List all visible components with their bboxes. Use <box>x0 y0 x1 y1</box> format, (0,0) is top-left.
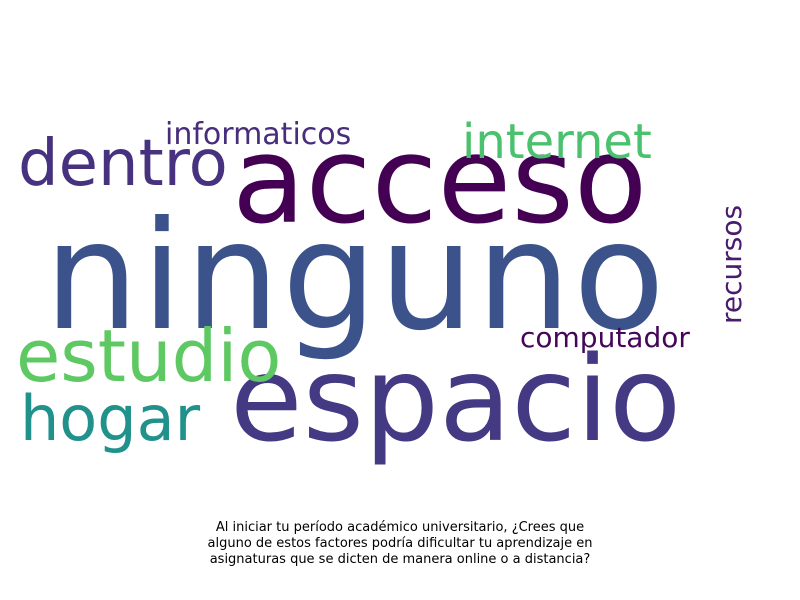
word-internet: internet <box>462 114 652 170</box>
word-espacio: espacio <box>230 330 682 468</box>
caption-line: Al iniciar tu período académico universi… <box>215 520 585 535</box>
word-dentro: dentro <box>18 127 228 201</box>
word-acceso: acceso <box>232 112 648 251</box>
word-estudio: estudio <box>16 314 282 398</box>
word-ninguno: ninguno <box>44 190 667 364</box>
caption-line: asignaturas que se dicten de manera onli… <box>209 552 591 567</box>
word-informaticos: informaticos <box>165 117 352 152</box>
word-hogar: hogar <box>20 382 201 455</box>
figure-caption: Al iniciar tu período académico universi… <box>100 520 700 568</box>
word-recursos: recursos <box>715 204 748 324</box>
word-computador: computador <box>520 321 690 354</box>
caption-line: alguno de estos factores podría dificult… <box>207 536 593 551</box>
